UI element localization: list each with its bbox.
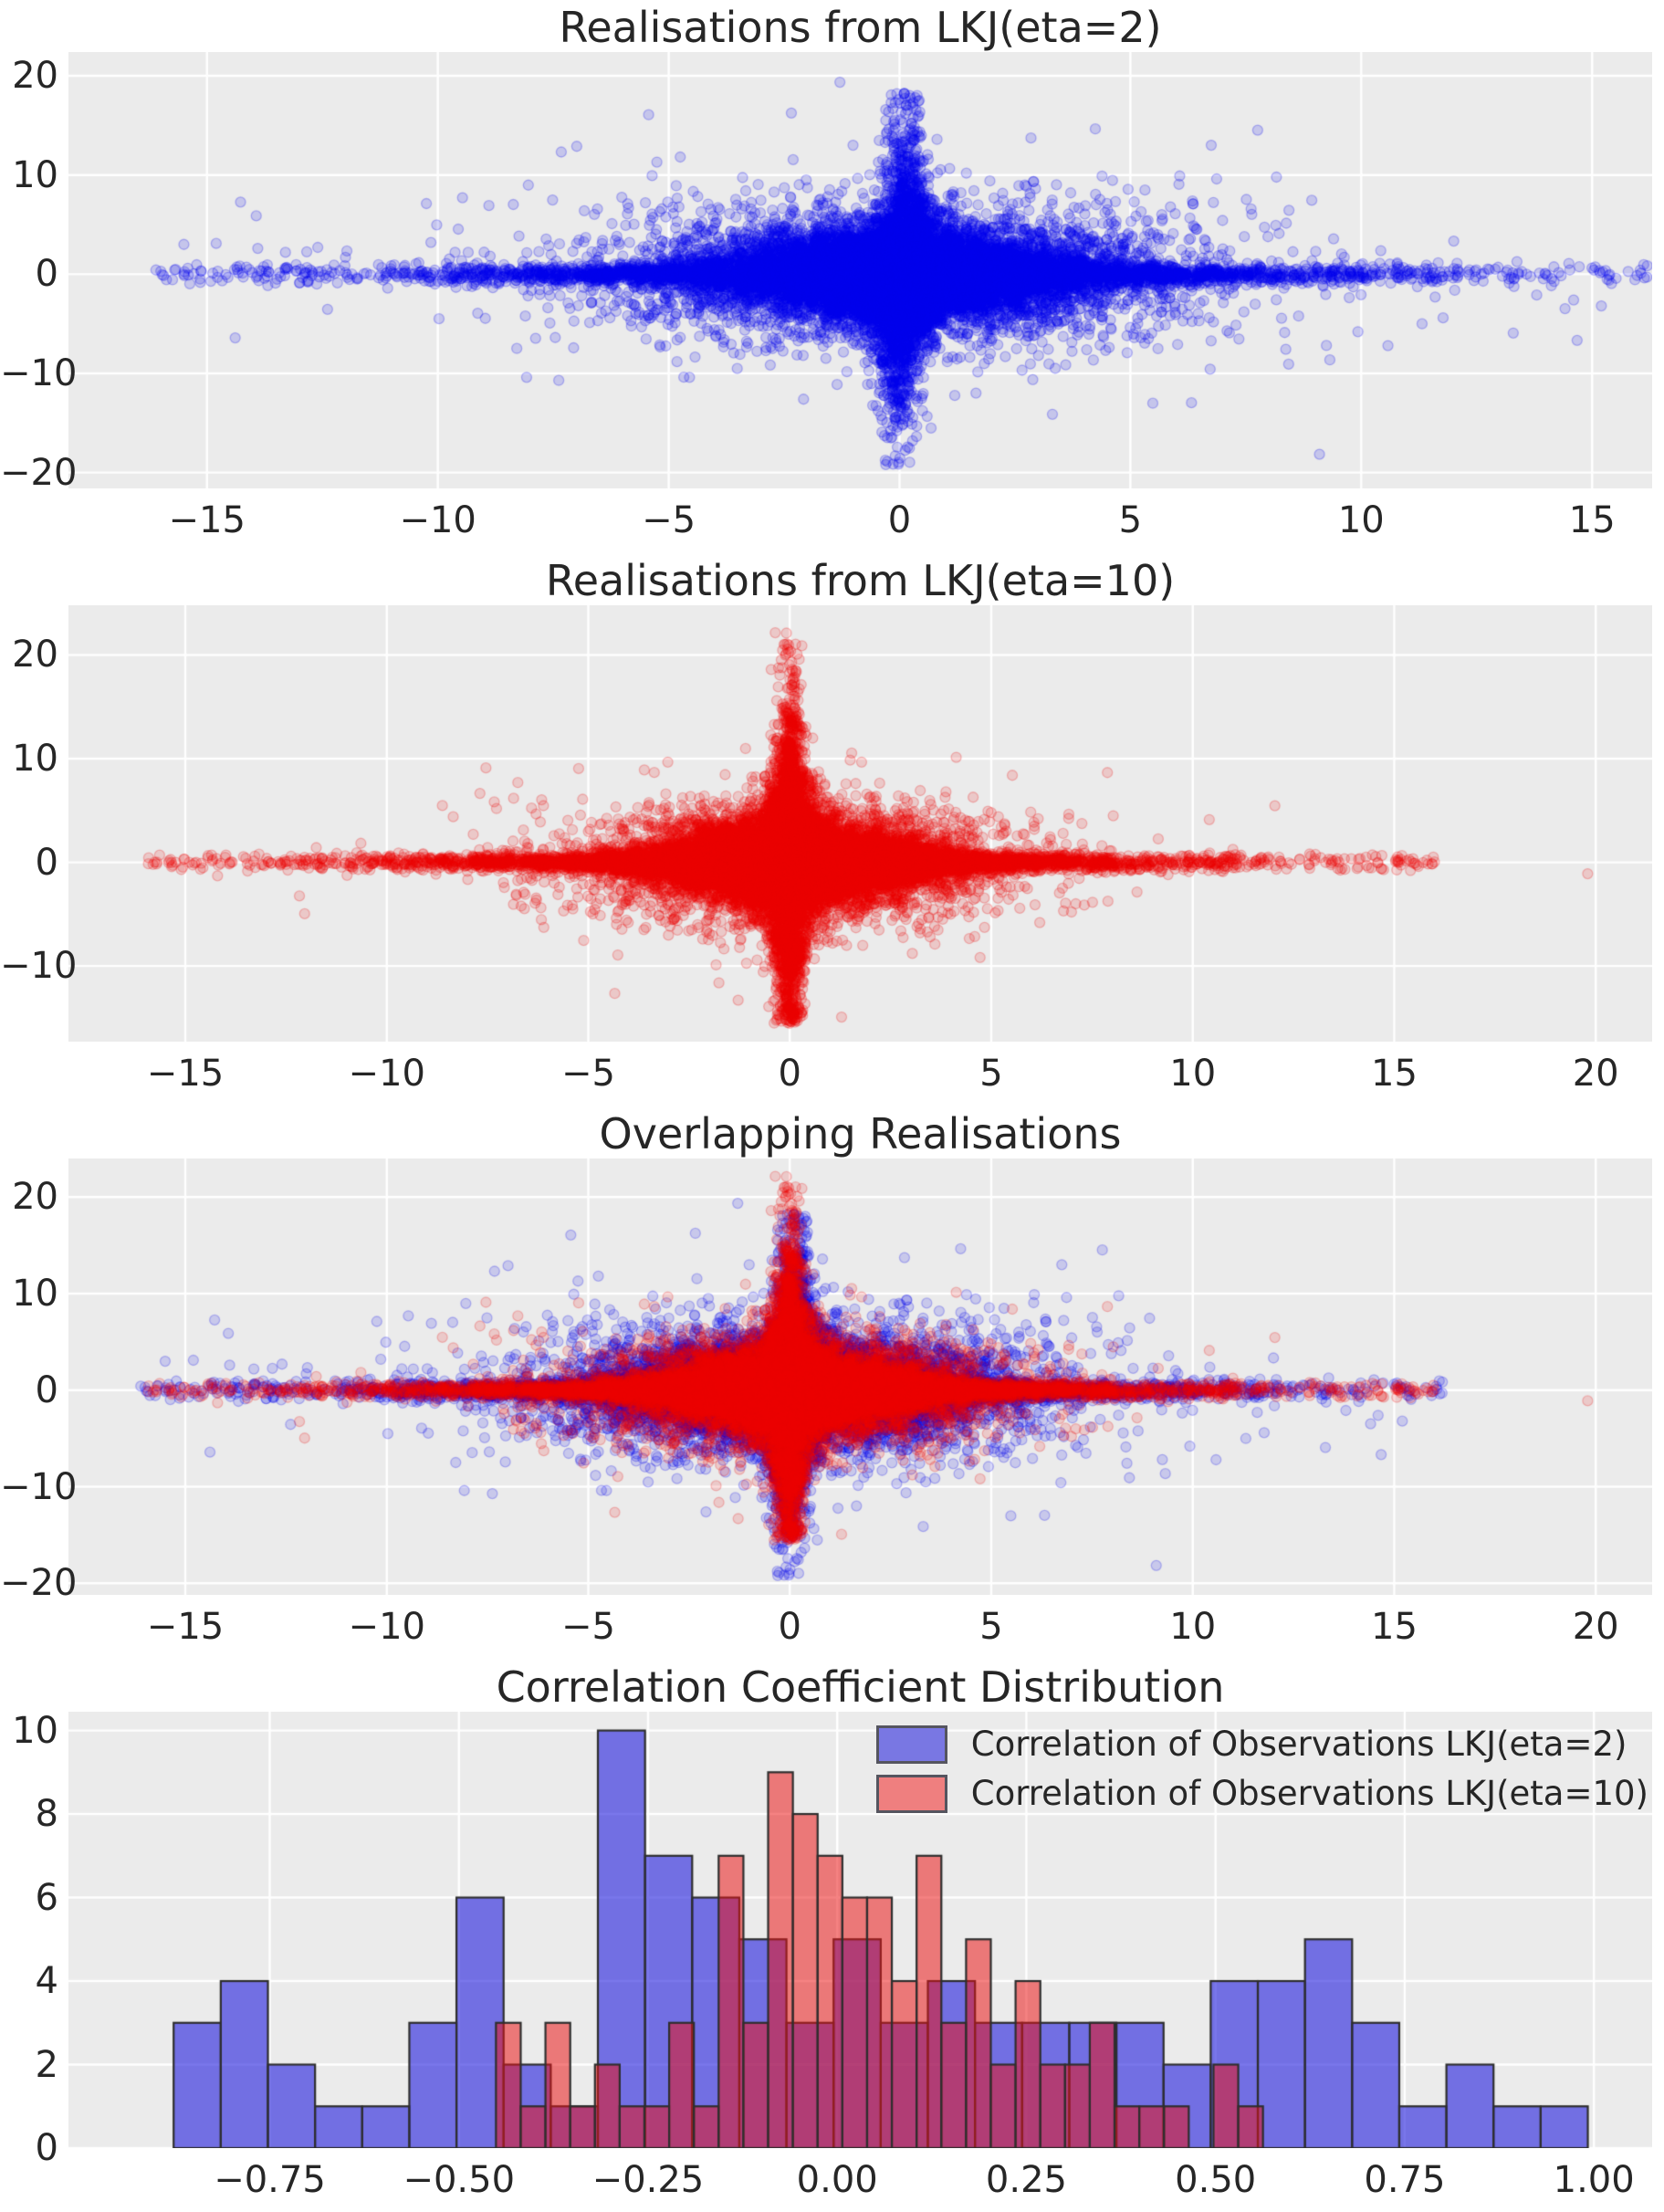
x-tick-label: −5 <box>642 499 696 541</box>
y-tick-label: 4 <box>35 1960 58 2003</box>
legend-row-eta10: Correlation of Observations LKJ(eta=10) <box>875 1774 1648 1814</box>
x-tick-label: −0.75 <box>214 2159 326 2201</box>
x-tick-label: −10 <box>399 499 476 541</box>
plot-title-overlap: Overlapping Realisations <box>599 1109 1122 1158</box>
y-tick-label: −10 <box>0 945 78 988</box>
scatter-canvas-eta2 <box>68 52 1652 488</box>
y-tick-label: 2 <box>35 2043 58 2086</box>
x-tick-label: −0.50 <box>403 2159 516 2201</box>
subplot-scatter-eta2: Realisations from LKJ(eta=2) 20 10 0 −10 −20… <box>0 0 1664 553</box>
x-tick-label: 5 <box>1118 499 1143 541</box>
x-tick-label: 0 <box>778 1606 801 1648</box>
scatter-canvas-overlap <box>68 1158 1652 1595</box>
y-tick-label: 0 <box>35 2127 58 2169</box>
y-tick-label: −10 <box>0 1465 78 1508</box>
y-tick-label: 10 <box>12 738 58 781</box>
y-tick-label: −20 <box>0 451 78 494</box>
y-tick-label: 10 <box>12 153 58 196</box>
y-tick-label: −10 <box>0 351 78 394</box>
plot-area-histogram: Correlation of Observations LKJ(eta=2) C… <box>68 1712 1652 2148</box>
x-tick-label: −5 <box>561 1053 615 1095</box>
legend-swatch-eta10-icon <box>875 1775 947 1813</box>
x-tick-label: 5 <box>979 1606 1003 1648</box>
x-tick-label: −15 <box>168 499 246 541</box>
x-tick-label: 0.00 <box>796 2159 878 2201</box>
plot-title-histogram: Correlation Coefficient Distribution <box>496 1662 1225 1712</box>
y-tick-label: 20 <box>12 55 58 98</box>
y-tick-label: 10 <box>12 1273 58 1316</box>
x-tick-label: 5 <box>979 1053 1003 1095</box>
x-tick-label: −15 <box>146 1606 225 1648</box>
x-tick-label: −10 <box>348 1053 425 1095</box>
x-tick-label: 0.50 <box>1175 2159 1257 2201</box>
plot-area-eta2 <box>68 52 1652 488</box>
plot-title-eta10: Realisations from LKJ(eta=10) <box>545 556 1176 605</box>
legend-row-eta2: Correlation of Observations LKJ(eta=2) <box>875 1725 1648 1765</box>
x-tick-label: 0.75 <box>1364 2159 1446 2201</box>
x-tick-label: 20 <box>1572 1053 1619 1095</box>
plot-area-eta10 <box>68 605 1652 1042</box>
legend-label-eta2: Correlation of Observations LKJ(eta=2) <box>970 1725 1627 1764</box>
y-tick-label: 0 <box>35 253 58 296</box>
histogram-canvas <box>68 1712 1652 2148</box>
x-tick-label: 0 <box>778 1053 801 1095</box>
x-tick-label: 15 <box>1371 1053 1418 1095</box>
y-tick-label: 0 <box>35 841 58 884</box>
y-tick-label: −20 <box>0 1562 78 1605</box>
y-tick-label: 6 <box>35 1876 58 1919</box>
subplot-scatter-eta10: Realisations from LKJ(eta=10) 20 10 0 −10 −1… <box>0 553 1664 1106</box>
scatter-canvas-eta10 <box>68 605 1652 1042</box>
subplot-histogram: Correlation Coefficient Distribution Cor… <box>0 1660 1664 2212</box>
x-tick-label: 10 <box>1337 499 1385 541</box>
x-tick-label: −15 <box>146 1053 225 1095</box>
x-tick-label: 10 <box>1169 1606 1217 1648</box>
histogram-legend: Correlation of Observations LKJ(eta=2) C… <box>875 1725 1648 1814</box>
x-tick-label: −0.25 <box>591 2159 705 2201</box>
x-tick-label: 20 <box>1572 1606 1619 1648</box>
y-tick-label: 8 <box>35 1793 58 1836</box>
y-tick-label: 10 <box>12 1709 58 1752</box>
y-tick-label: 20 <box>12 1176 58 1219</box>
x-tick-label: 0 <box>887 499 912 541</box>
x-tick-label: −10 <box>348 1606 425 1648</box>
plot-area-overlap <box>68 1158 1652 1595</box>
x-tick-label: 1.00 <box>1553 2159 1635 2201</box>
y-tick-label: 0 <box>35 1368 58 1411</box>
x-tick-label: 0.25 <box>985 2159 1067 2201</box>
subplot-scatter-overlap: Overlapping Realisations 20 10 0 −10 −20 −15 −… <box>0 1106 1664 1660</box>
plot-title-eta2: Realisations from LKJ(eta=2) <box>559 3 1162 52</box>
y-tick-label: 20 <box>12 634 58 676</box>
x-tick-label: −5 <box>561 1606 615 1648</box>
x-tick-label: 10 <box>1169 1053 1217 1095</box>
legend-label-eta10: Correlation of Observations LKJ(eta=10) <box>970 1774 1648 1813</box>
legend-swatch-eta2-icon <box>875 1725 947 1764</box>
x-tick-label: 15 <box>1568 499 1616 541</box>
x-tick-label: 15 <box>1371 1606 1418 1648</box>
